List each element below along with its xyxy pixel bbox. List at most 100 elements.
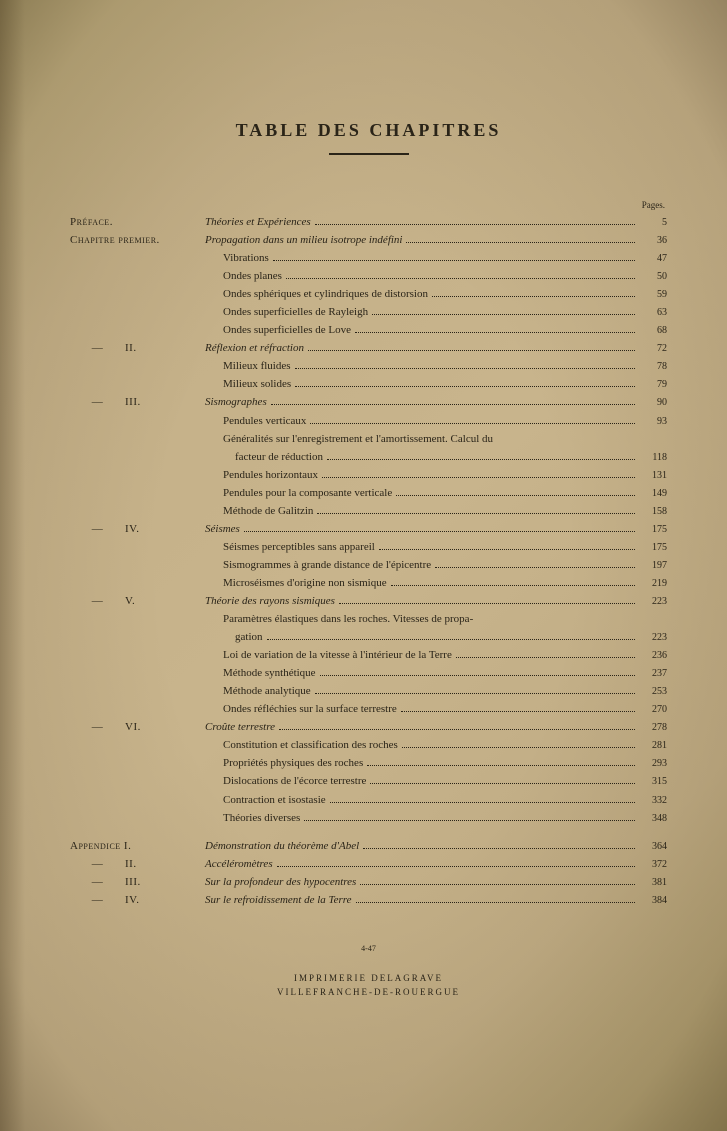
toc-entry: Généralités sur l'enregistrement et l'am… <box>205 431 639 448</box>
toc-page-number: 90 <box>639 395 667 411</box>
footer-code: 4-47 <box>70 944 667 953</box>
toc-entry-text: Sismogrammes à grande distance de l'épic… <box>205 557 431 574</box>
toc-page-number: 364 <box>639 839 667 855</box>
title-underline <box>329 153 409 155</box>
toc-entry-text: Théories diverses <box>205 810 300 827</box>
toc-page-number: 381 <box>639 875 667 891</box>
toc-dots <box>402 747 635 748</box>
toc-entry: Dislocations de l'écorce terrestre <box>205 773 639 790</box>
toc-entry-text: Démonstration du théorème d'Abel <box>205 838 359 855</box>
toc-entry-text: Théorie des rayons sismiques <box>205 593 335 610</box>
toc-entry-text: Milieux fluides <box>205 358 291 375</box>
toc-entry-text: Loi de variation de la vitesse à l'intér… <box>205 647 452 664</box>
toc-line: —III.Sur la profondeur des hypocentres38… <box>70 874 667 891</box>
toc-page-number: 63 <box>639 305 667 321</box>
toc-entry: Paramètres élastiques dans les roches. V… <box>205 611 639 628</box>
toc-page-number: 175 <box>639 540 667 556</box>
toc-page-number: 5 <box>639 215 667 231</box>
toc-dots <box>317 513 635 514</box>
toc-line: Constitution et classification des roche… <box>70 737 667 754</box>
toc-dots <box>391 585 635 586</box>
toc-entry: Méthode synthétique <box>205 665 639 682</box>
toc-label: —IV. <box>70 892 205 909</box>
toc-entry: Théorie des rayons sismiques <box>205 593 639 610</box>
toc-spacer <box>70 828 667 838</box>
toc-entry: Pendules verticaux <box>205 413 639 430</box>
toc-entry: Réflexion et réfraction <box>205 340 639 357</box>
toc-page-number: 93 <box>639 414 667 430</box>
toc-page-number: 68 <box>639 323 667 339</box>
toc-entry-text: Propriétés physiques des roches <box>205 755 363 772</box>
toc-dots <box>396 495 635 496</box>
toc-entry: Démonstration du théorème d'Abel <box>205 838 639 855</box>
toc-dots <box>279 729 635 730</box>
pages-column-header: Pages. <box>70 200 667 210</box>
toc-line: Pendules verticaux93 <box>70 413 667 430</box>
toc-page-number: 281 <box>639 738 667 754</box>
toc-line: Appendice I.Démonstration du théorème d'… <box>70 838 667 855</box>
toc-line: Contraction et isostasie332 <box>70 792 667 809</box>
toc-page-number: 47 <box>639 251 667 267</box>
toc-line: Milieux fluides78 <box>70 358 667 375</box>
toc-page-number: 59 <box>639 287 667 303</box>
page-content: TABLE DES CHAPITRES Pages. Préface.Théor… <box>0 0 727 1030</box>
toc-entry-text: Méthode synthétique <box>205 665 316 682</box>
toc-entry: Ondes planes <box>205 268 639 285</box>
toc-dots <box>401 711 635 712</box>
footer-location: VILLEFRANCHE-DE-ROUERGUE <box>70 985 667 999</box>
toc-entry-text: Méthode analytique <box>205 683 311 700</box>
toc-entry: Milieux fluides <box>205 358 639 375</box>
toc-dots <box>304 820 635 821</box>
toc-dots <box>432 296 635 297</box>
toc-page-number: 223 <box>639 630 667 646</box>
toc-page-number: 149 <box>639 486 667 502</box>
toc-dots <box>277 866 635 867</box>
toc-page-number: 219 <box>639 576 667 592</box>
toc-dots <box>456 657 635 658</box>
toc-page-number: 332 <box>639 793 667 809</box>
toc-dots <box>330 802 635 803</box>
toc-entry-text: Séismes perceptibles sans appareil <box>205 539 375 556</box>
toc-entry-text: Méthode de Galitzin <box>205 503 313 520</box>
toc-entry-text: Pendules horizontaux <box>205 467 318 484</box>
toc-entry: Vibrations <box>205 250 639 267</box>
toc-line: Pendules pour la composante verticale149 <box>70 485 667 502</box>
toc-label: —III. <box>70 394 205 411</box>
toc-entry-text: Ondes planes <box>205 268 282 285</box>
toc-dots <box>308 350 635 351</box>
toc-dots <box>315 693 635 694</box>
toc-page-number: 293 <box>639 756 667 772</box>
toc-page-number: 50 <box>639 269 667 285</box>
toc-dots <box>435 567 635 568</box>
toc-page-number: 197 <box>639 558 667 574</box>
toc-line: Méthode analytique 253 <box>70 683 667 700</box>
toc-page-number: 223 <box>639 594 667 610</box>
toc-entry-text: Ondes sphériques et cylindriques de dist… <box>205 286 428 303</box>
toc-entry-text: Ondes superficielles de Love <box>205 322 351 339</box>
toc-line: —V.Théorie des rayons sismiques 223 <box>70 593 667 610</box>
toc-dots <box>310 423 635 424</box>
toc-entry: Méthode analytique <box>205 683 639 700</box>
toc-line: Ondes réfléchies sur la surface terrestr… <box>70 701 667 718</box>
toc-entry-text: Paramètres élastiques dans les roches. V… <box>205 611 473 628</box>
toc-page-number: 72 <box>639 341 667 357</box>
toc-page-number: 253 <box>639 684 667 700</box>
toc-entry: Sur le refroidissement de la Terre <box>205 892 639 909</box>
toc-entry-text: Ondes réfléchies sur la surface terrestr… <box>205 701 397 718</box>
toc-entry: Constitution et classification des roche… <box>205 737 639 754</box>
toc-entry: Théories et Expériences <box>205 214 639 231</box>
toc-dots <box>286 278 635 279</box>
toc-dots <box>370 783 635 784</box>
toc-line: Microséismes d'origine non sismique219 <box>70 575 667 592</box>
toc-entry: Séismes perceptibles sans appareil <box>205 539 639 556</box>
toc-dots <box>360 884 635 885</box>
toc-page-number: 118 <box>639 450 667 466</box>
toc-label: —V. <box>70 593 205 610</box>
toc-page-number: 237 <box>639 666 667 682</box>
toc-line: Théories diverses348 <box>70 810 667 827</box>
toc-entry: Sismographes <box>205 394 639 411</box>
toc-label: —II. <box>70 856 205 873</box>
page-title: TABLE DES CHAPITRES <box>70 120 667 141</box>
toc-dots <box>267 639 636 640</box>
toc-dots <box>273 260 635 261</box>
